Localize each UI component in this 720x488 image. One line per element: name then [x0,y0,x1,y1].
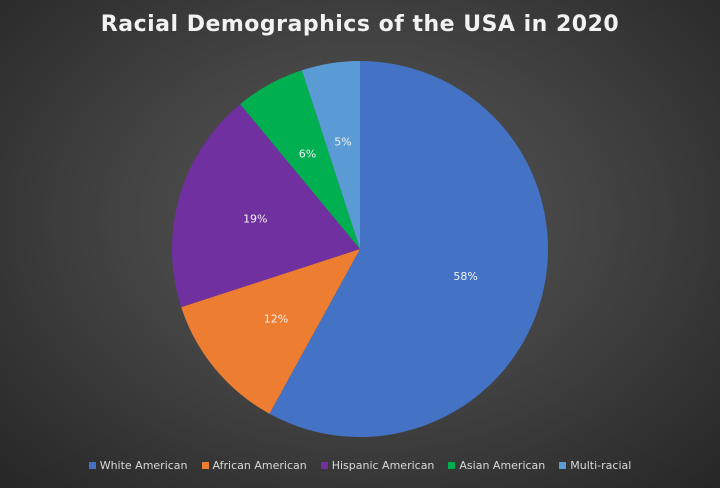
legend-swatch [559,462,567,469]
pie-slice-multi-racial [301,61,360,249]
data-label-hispanic-american: 19% [243,213,267,226]
legend-label: Multi-racial [570,459,632,472]
legend-item-hispanic-american: Hispanic American [320,459,435,472]
data-label-white-american: 58% [453,270,477,283]
chart-title: Racial Demographics of the USA in 2020 [100,12,620,37]
legend-swatch [88,462,96,469]
data-label-multi-racial: 5% [334,135,351,148]
legend-item-multi-racial: Multi-racial [559,459,631,472]
pie-slice-african-american [181,249,360,414]
legend-swatch [201,462,209,469]
legend-swatch [320,462,328,469]
legend-item-white-american: White American [88,459,188,472]
legend-label: Hispanic American [331,459,435,472]
legend-label: African American [212,459,307,472]
pie-slice-asian-american [240,70,360,249]
pie-slice-white-american [269,61,548,438]
legend-label: Asian American [459,459,546,472]
chart-legend: White American African American Hispanic… [0,459,720,472]
legend-label: White American [99,459,188,472]
legend-swatch [448,462,456,469]
data-label-asian-american: 6% [299,147,316,160]
data-label-african-american: 12% [264,313,288,326]
legend-item-asian-american: Asian American [448,459,545,472]
pie-slice-hispanic-american [172,104,360,308]
legend-item-african-american: African American [201,459,307,472]
